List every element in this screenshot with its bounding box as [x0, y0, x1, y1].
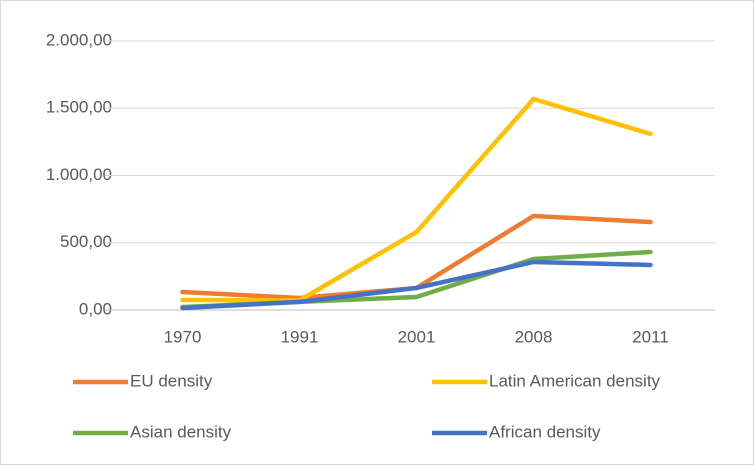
- legend-label: Asian density: [130, 422, 232, 441]
- legend-label: African density: [489, 422, 601, 441]
- y-tick-label: 1.500,00: [46, 98, 112, 117]
- x-tick-label: 2001: [398, 327, 436, 346]
- y-tick-label: 0,00: [79, 299, 112, 318]
- series-line: [180, 96, 653, 303]
- y-tick-label: 1.000,00: [46, 165, 112, 184]
- x-tick-label: 2008: [515, 327, 553, 346]
- y-tick-label: 2.000,00: [46, 30, 112, 49]
- legend-label: EU density: [130, 371, 213, 390]
- x-tick-label: 1970: [164, 327, 202, 346]
- y-tick-label: 500,00: [60, 232, 112, 251]
- x-tick-label: 2011: [632, 327, 669, 346]
- legend-label: Latin American density: [489, 371, 661, 390]
- x-tick-label: 1991: [281, 327, 319, 346]
- series-line: [180, 259, 653, 311]
